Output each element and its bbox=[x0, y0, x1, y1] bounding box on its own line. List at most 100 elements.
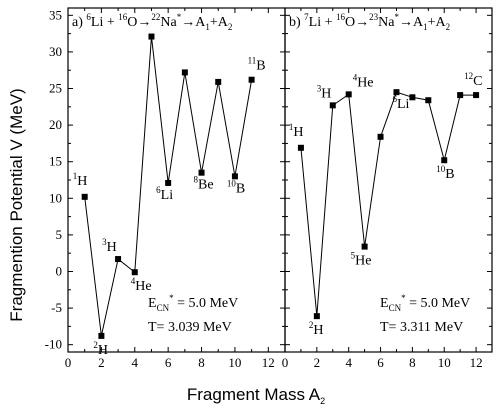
y-tick-label: 25 bbox=[49, 81, 62, 96]
point-label-element: He bbox=[357, 75, 373, 90]
point-label-mass: 3 bbox=[317, 83, 322, 93]
x-tick-label: 0 bbox=[65, 355, 72, 370]
x-axis-label-sub: 2 bbox=[320, 396, 325, 406]
data-point bbox=[297, 144, 304, 151]
y-tick-label: 30 bbox=[49, 44, 62, 59]
panel-title: b) 7Li + 16O→23Na*→A1+A2 bbox=[289, 12, 450, 32]
point-label-mass: 6 bbox=[392, 94, 397, 104]
title-fragment: +A bbox=[428, 15, 447, 30]
data-point bbox=[131, 269, 138, 276]
point-label-element: B bbox=[256, 59, 265, 74]
point-label: 1H bbox=[289, 122, 304, 140]
point-label-mass: 11 bbox=[248, 56, 257, 66]
y-tick-label: 5 bbox=[56, 227, 63, 242]
title-element: Na bbox=[160, 15, 177, 30]
point-label: 4He bbox=[353, 72, 374, 90]
arrow-glyph: → bbox=[355, 15, 369, 30]
point-label: 6Li bbox=[392, 94, 409, 112]
data-point bbox=[345, 91, 352, 98]
ecn-value: = 5.0 MeV bbox=[406, 296, 471, 311]
data-point bbox=[148, 33, 155, 40]
point-label: 1H bbox=[73, 171, 88, 189]
point-label-element: C bbox=[473, 74, 482, 89]
data-point bbox=[393, 89, 400, 96]
title-star: * bbox=[177, 12, 182, 22]
panel-title: a) 6Li + 16O→22Na*→A1+A2 bbox=[72, 12, 232, 32]
ecn-annotation: ECN* = 5.0 MeV bbox=[148, 293, 238, 313]
data-point bbox=[473, 92, 480, 99]
point-label-element: Li bbox=[161, 188, 174, 203]
ecn-subscript: CN bbox=[389, 303, 402, 313]
point-label-element: H bbox=[77, 174, 87, 189]
point-label-element: Be bbox=[198, 178, 214, 193]
data-point bbox=[329, 102, 336, 109]
title-sub: 2 bbox=[446, 22, 451, 32]
y-tick-label: 20 bbox=[49, 117, 62, 132]
title-sub: 1 bbox=[205, 22, 210, 32]
title-mass: 16 bbox=[118, 12, 128, 22]
point-label: 5He bbox=[351, 251, 372, 269]
ecn-symbol: E bbox=[380, 296, 389, 311]
data-point bbox=[441, 157, 448, 164]
title-fragment: A bbox=[195, 15, 206, 30]
data-point bbox=[165, 179, 172, 186]
point-label: 2H bbox=[93, 340, 108, 358]
point-label-element: He bbox=[355, 254, 371, 269]
x-tick-label: 10 bbox=[228, 355, 241, 370]
point-label-mass: 2 bbox=[309, 320, 314, 330]
point-label-element: B bbox=[236, 181, 245, 196]
point-label: 3H bbox=[102, 237, 117, 255]
data-point bbox=[248, 76, 255, 83]
ecn-superscript: * bbox=[169, 293, 174, 303]
title-star: * bbox=[394, 12, 399, 22]
data-point bbox=[409, 94, 416, 101]
ecn-superscript: * bbox=[401, 293, 406, 303]
point-label-element: H bbox=[321, 86, 331, 101]
data-point bbox=[361, 243, 368, 250]
temperature-annotation: T= 3.039 MeV bbox=[148, 320, 232, 335]
y-tick-label: 15 bbox=[49, 154, 62, 169]
point-label-mass: 12 bbox=[464, 71, 473, 81]
temperature-annotation: T= 3.311 MeV bbox=[380, 320, 463, 335]
title-sub: 1 bbox=[423, 22, 428, 32]
arrow-glyph: → bbox=[399, 15, 413, 30]
arrow-glyph: → bbox=[181, 15, 195, 30]
point-label: 8Be bbox=[194, 175, 214, 193]
title-mass: 16 bbox=[336, 12, 346, 22]
title-element: Na bbox=[378, 15, 395, 30]
data-point bbox=[231, 173, 238, 180]
point-label: 2H bbox=[309, 320, 324, 338]
y-tick-label: -5 bbox=[51, 300, 62, 315]
title-element: O bbox=[127, 15, 137, 30]
data-point bbox=[457, 92, 464, 99]
point-label-element: B bbox=[445, 167, 454, 182]
point-label: 12C bbox=[464, 71, 482, 89]
ecn-value: = 5.0 MeV bbox=[174, 296, 239, 311]
point-label-element: H bbox=[313, 323, 323, 338]
title-mass: 22 bbox=[151, 12, 160, 22]
data-point bbox=[313, 313, 320, 320]
x-tick-label: 4 bbox=[345, 355, 352, 370]
point-label-mass: 8 bbox=[194, 175, 199, 185]
point-label-mass: 2 bbox=[93, 340, 98, 350]
ecn-symbol: E bbox=[148, 296, 157, 311]
point-label-element: Li bbox=[397, 97, 410, 112]
point-label-mass: 10 bbox=[436, 164, 446, 174]
point-label-element: He bbox=[135, 279, 151, 294]
point-label-mass: 4 bbox=[131, 276, 136, 286]
y-tick-label: -10 bbox=[45, 337, 62, 352]
x-tick-label: 12 bbox=[262, 355, 275, 370]
title-mass: 6 bbox=[86, 12, 91, 22]
data-point bbox=[198, 169, 205, 176]
point-label-element: H bbox=[98, 343, 108, 358]
arrow-glyph: → bbox=[137, 15, 151, 30]
x-tick-label: 8 bbox=[198, 355, 205, 370]
data-point bbox=[98, 332, 105, 339]
data-point bbox=[215, 78, 222, 85]
y-axis-label: Fragmention Potential V (MeV) bbox=[7, 88, 26, 321]
data-point bbox=[377, 133, 384, 140]
point-label: 11B bbox=[248, 56, 266, 74]
point-label-mass: 6 bbox=[156, 185, 161, 195]
y-tick-label: 10 bbox=[49, 190, 62, 205]
